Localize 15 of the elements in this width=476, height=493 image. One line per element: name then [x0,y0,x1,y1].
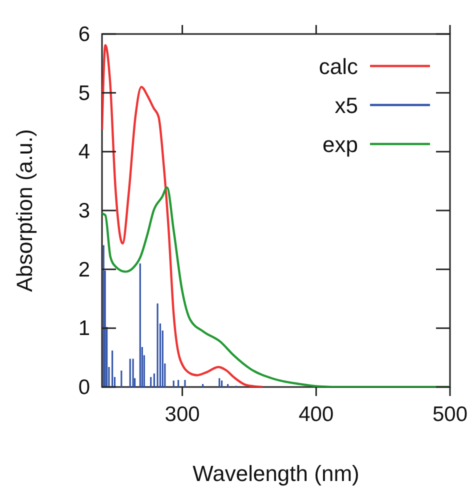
y-tick-label: 0 [78,376,90,399]
legend-label: x5 [334,93,358,118]
y-tick-label: 3 [78,200,90,222]
y-tick-label: 2 [78,258,90,282]
y-axis-title: Absorption (a.u.) [12,129,37,292]
y-tick-label: 6 [78,23,90,46]
legend-label: exp [322,132,358,157]
y-tick-label: 1 [78,317,90,340]
legend-label: calc [318,54,358,79]
y-tick-label: 4 [78,140,90,164]
x-tick-label: 500 [432,403,468,426]
x-tick-label: 400 [298,403,334,426]
x-tick-label: 300 [164,403,200,426]
x-axis-title: Wavelength (nm) [192,461,360,486]
y-tick-label: 5 [78,82,90,105]
